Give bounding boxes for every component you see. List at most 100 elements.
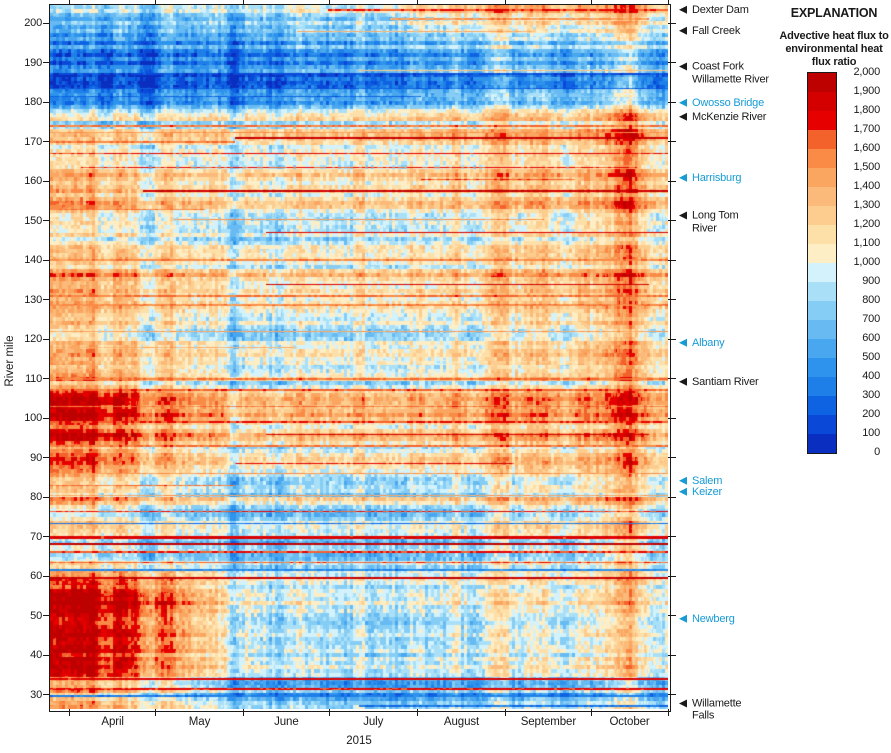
colorbar-segment-500-600 [808, 339, 836, 358]
x-tick-bottom-3 [328, 709, 330, 716]
y-tick-right-40 [668, 654, 676, 656]
y-tick-left-90 [43, 457, 50, 458]
x-tick-bottom-5 [505, 709, 507, 716]
colorbar-segment-600-700 [808, 320, 836, 339]
colorbar-label-400: 400 [862, 370, 880, 382]
legend-title-line1: Advective heat flux to [779, 30, 889, 42]
y-tick-label-130: 130 [24, 293, 42, 306]
annotation-long-tom-river: Long Tom River [679, 210, 739, 235]
colorbar-label-700: 700 [862, 313, 880, 325]
y-tick-label-190: 190 [24, 56, 42, 69]
legend: EXPLANATION Advective heat flux to envir… [778, 6, 890, 69]
y-tick-left-80 [43, 496, 50, 498]
annotation-label: Dexter Dam [692, 3, 749, 16]
colorbar-label-800: 800 [862, 294, 880, 306]
annotation-willamette-falls: Willamette Falls [679, 697, 742, 722]
x-tick-top-0 [69, 0, 71, 5]
colorbar-label-1600: 1,600 [853, 142, 880, 154]
x-axis-year-label: 2015 [346, 735, 372, 747]
left-triangle-marker-icon [679, 99, 687, 108]
colorbar-segment-700-800 [808, 301, 836, 320]
y-tick-left-140 [43, 259, 50, 261]
left-triangle-marker-icon [679, 476, 687, 485]
colorbar-label-600: 600 [862, 332, 880, 344]
y-tick-right-130 [668, 299, 676, 300]
left-triangle-marker-icon [679, 615, 687, 624]
colorbar-segment-400-500 [808, 358, 836, 377]
colorbar-label-1300: 1,300 [853, 199, 880, 211]
colorbar-segment-1100-1200 [808, 225, 836, 244]
x-tick-label-october: October [609, 716, 650, 728]
y-tick-right-140 [668, 259, 676, 261]
annotation-dexter-dam: Dexter Dam [679, 4, 749, 17]
colorbar-label-1800: 1,800 [853, 104, 880, 116]
legend-title-line2: environmental heat [785, 43, 883, 55]
colorbar-segment-800-900 [808, 282, 836, 301]
y-tick-right-150 [668, 220, 676, 221]
y-tick-left-180 [43, 101, 50, 103]
annotation-label: Owosso Bridge [692, 96, 764, 109]
x-tick-top-5 [505, 0, 507, 5]
colorbar-segment-1800-1900 [808, 92, 836, 111]
y-tick-right-90 [668, 457, 676, 458]
y-tick-left-200 [43, 22, 50, 24]
annotation-newberg: Newberg [679, 613, 735, 626]
left-triangle-marker-icon [679, 211, 687, 220]
legend-colorbar [807, 72, 837, 454]
x-tick-label-may: May [188, 716, 211, 728]
y-tick-right-160 [668, 180, 676, 182]
y-tick-left-190 [43, 62, 50, 63]
y-tick-left-130 [43, 299, 50, 300]
colorbar-segment-1600-1700 [808, 130, 836, 149]
colorbar-segment-1000-1100 [808, 244, 836, 263]
colorbar-label-300: 300 [862, 389, 880, 401]
legend-heading: EXPLANATION [790, 6, 878, 20]
x-tick-bottom-4 [416, 709, 418, 716]
y-tick-left-170 [43, 141, 50, 142]
x-tick-top-2 [243, 0, 245, 5]
y-tick-right-60 [668, 575, 676, 577]
colorbar-label-1200: 1,200 [853, 218, 880, 230]
x-tick-bottom-6 [590, 709, 592, 716]
y-tick-left-100 [43, 417, 50, 419]
colorbar-segment-1200-1300 [808, 206, 836, 225]
y-tick-right-30 [668, 694, 676, 695]
colorbar-label-1500: 1,500 [853, 161, 880, 173]
y-tick-left-30 [43, 694, 50, 695]
y-tick-label-120: 120 [24, 333, 42, 345]
colorbar-label-0: 0 [874, 446, 880, 458]
colorbar-segment-1500-1600 [808, 149, 836, 168]
left-triangle-marker-icon [679, 173, 687, 182]
annotation-owosso-bridge: Owosso Bridge [679, 97, 764, 110]
y-tick-right-180 [668, 101, 676, 103]
left-triangle-marker-icon [679, 487, 687, 496]
y-tick-label-110: 110 [25, 372, 42, 385]
y-tick-right-80 [668, 496, 676, 498]
colorbar-label-1900: 1,900 [853, 85, 880, 97]
annotation-label: McKenzie River [692, 110, 767, 123]
plot-border [49, 4, 671, 712]
y-tick-label-150: 150 [24, 214, 42, 227]
annotation-harrisburg: Harrisburg [679, 172, 742, 185]
annotation-label: Santiam River [692, 375, 759, 388]
y-tick-label-40: 40 [30, 649, 42, 661]
left-triangle-marker-icon [679, 26, 687, 35]
x-tick-top-6 [590, 0, 592, 5]
colorbar-segment-0-100 [808, 434, 836, 453]
y-tick-label-200: 200 [24, 17, 42, 29]
colorbar-segment-100-200 [808, 415, 836, 434]
colorbar-segment-1300-1400 [808, 187, 836, 206]
annotation-salem: Salem [679, 475, 722, 488]
colorbar-label-1100: 1,100 [853, 237, 880, 249]
y-tick-right-50 [668, 615, 676, 616]
annotation-label: Coast Fork Willamette River [692, 60, 769, 86]
left-triangle-marker-icon [679, 62, 687, 71]
left-triangle-marker-icon [679, 378, 687, 387]
annotation-santiam-river: Santiam River [679, 375, 759, 389]
left-triangle-marker-icon [679, 338, 687, 347]
annotation-label: Newberg [692, 612, 735, 625]
y-tick-label-60: 60 [30, 570, 42, 582]
y-tick-right-100 [668, 417, 676, 419]
colorbar-label-100: 100 [862, 427, 880, 439]
colorbar-segment-1400-1500 [808, 168, 836, 187]
